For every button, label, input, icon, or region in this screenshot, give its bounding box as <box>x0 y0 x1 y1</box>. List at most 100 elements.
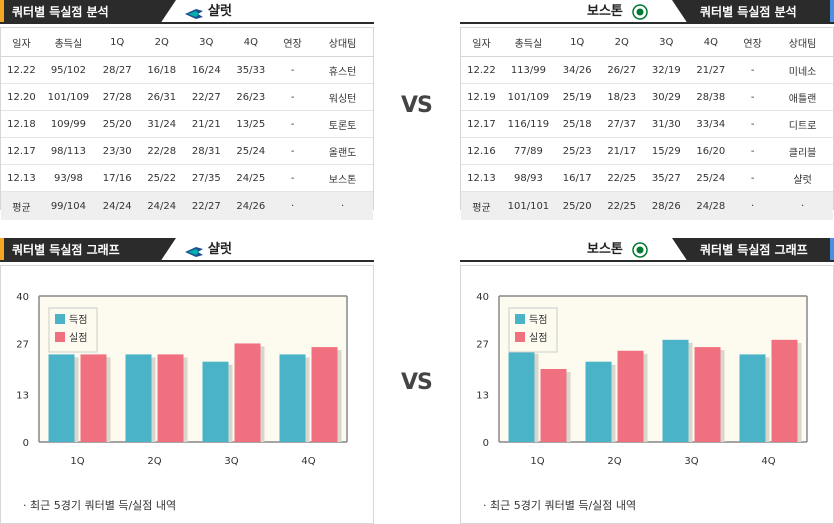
table-cell: 25/24 <box>688 164 734 192</box>
table-avg-cell: · <box>312 191 373 220</box>
table-cell: 27/37 <box>599 110 644 138</box>
left-table-box: 일자 총득실 1Q 2Q 3Q 4Q 연장 상대팀 12.22 95/102 28/27 16/18 1… <box>0 27 374 220</box>
bar-score <box>125 354 152 442</box>
table-cell: 16/20 <box>688 137 734 165</box>
table-cell: 25/24 <box>228 137 274 165</box>
right-graph-accent-bar <box>830 238 834 262</box>
y-tick-label: 27 <box>476 339 489 350</box>
charlotte-logo-icon <box>184 5 204 19</box>
table-cell: 12.17 <box>461 110 502 138</box>
table-cell: 미네소 <box>772 56 833 84</box>
table-cell: - <box>273 137 313 165</box>
table-avg-cell: 평균 <box>1 191 42 220</box>
table-cell: 34/26 <box>554 56 600 84</box>
y-tick-label: 27 <box>16 339 29 350</box>
table-header: 총득실 <box>501 28 555 57</box>
x-tick-label: 2Q <box>607 456 621 467</box>
table-cell: 12.13 <box>461 164 502 192</box>
bar-score <box>508 350 535 442</box>
table-cell: 31/24 <box>139 110 184 138</box>
table-row: 12.18 109/99 25/20 31/24 21/21 13/25- 토론토 <box>1 110 373 138</box>
table-cell: 35/27 <box>644 164 689 192</box>
table-avg-row: 평균 101/101 25/20 22/25 28/26 24/28 · · <box>461 191 833 220</box>
table-cell: 98/113 <box>41 137 95 165</box>
table-cell: 93/98 <box>41 164 95 192</box>
table-cell: 보스톤 <box>312 164 373 192</box>
legend-swatch <box>515 332 525 342</box>
table-cell: 31/30 <box>644 110 689 138</box>
table-header: 1Q <box>554 28 600 57</box>
right-graph-team-name: 보스톤 <box>587 242 623 257</box>
table-cell: 13/25 <box>228 110 274 138</box>
table-cell: 25/20 <box>94 110 140 138</box>
left-analysis-title: 쿼터별 득실점 분석 <box>4 0 160 24</box>
table-header: 상대팀 <box>772 28 833 57</box>
table-cell: 애틀랜 <box>772 83 833 111</box>
table-cell: 12.20 <box>1 83 42 111</box>
x-tick-label: 1Q <box>70 456 84 467</box>
table-cell: 116/119 <box>501 110 555 138</box>
table-header: 3Q <box>184 28 229 57</box>
table-header: 2Q <box>599 28 644 57</box>
table-cell: 22/25 <box>599 164 644 192</box>
table-cell: 25/18 <box>554 110 600 138</box>
right-analysis-panel: 쿼터별 득실점 분석 보스톤 일자 총득실 1Q 2Q 3Q 4Q 연장 상대팀 12.22 11… <box>460 0 834 220</box>
left-graph-title-underline <box>0 260 374 262</box>
bar-score <box>739 354 766 442</box>
table-header: 연장 <box>273 28 313 57</box>
table-cell: 109/99 <box>41 110 95 138</box>
bar-allowed <box>157 354 184 442</box>
table-cell: 32/19 <box>644 56 689 84</box>
legend-swatch <box>515 314 525 324</box>
table-cell: 24/25 <box>228 164 274 192</box>
left-graph-accent-bar <box>0 238 4 262</box>
right-graph-note: · 최근 5경기 쿼터별 득/실점 내역 <box>483 499 637 512</box>
table-avg-cell: 24/28 <box>688 191 734 220</box>
table-cell: 21/17 <box>599 137 644 165</box>
table-avg-cell: · <box>273 191 313 220</box>
table-cell: - <box>733 110 773 138</box>
table-avg-cell: 24/24 <box>139 191 184 220</box>
table-cell: 25/19 <box>554 83 600 111</box>
table-cell: 28/31 <box>184 137 229 165</box>
y-tick-label: 40 <box>476 292 489 303</box>
bar-allowed <box>771 339 798 442</box>
table-header: 연장 <box>733 28 773 57</box>
table-cell: 16/17 <box>554 164 600 192</box>
table-row: 12.16 77/89 25/23 21/17 15/29 16/20- 클리블 <box>461 137 833 165</box>
table-cell: - <box>733 164 773 192</box>
table-avg-row: 평균 99/104 24/24 24/24 22/27 24/26 · · <box>1 191 373 220</box>
table-cell: 26/27 <box>599 56 644 84</box>
table-cell: 워싱턴 <box>312 83 373 111</box>
table-cell: 101/109 <box>501 83 555 111</box>
table-avg-cell: 24/24 <box>94 191 140 220</box>
bar-score <box>279 354 306 442</box>
table-avg-cell: 24/26 <box>228 191 274 220</box>
table-row: 12.13 93/98 17/16 25/22 27/35 24/25- 보스톤 <box>1 164 373 192</box>
table-row: 12.20 101/109 27/28 26/31 22/27 26/23- 워싱턴 <box>1 83 373 111</box>
legend-swatch <box>55 314 65 324</box>
left-title-slant <box>160 0 176 24</box>
left-title-underline <box>0 22 374 24</box>
x-tick-label: 3Q <box>224 456 238 467</box>
table-cell: - <box>273 110 313 138</box>
legend-label: 실점 <box>529 332 547 344</box>
bar-allowed <box>311 347 338 442</box>
y-tick-label: 40 <box>16 292 29 303</box>
table-avg-cell: · <box>772 191 833 220</box>
left-analysis-panel: 쿼터별 득실점 분석 샬럿 일자 총득실 1Q 2Q 3Q 4Q 연장 상대팀 12.22 95/… <box>0 0 374 220</box>
table-cell: 12.22 <box>1 56 42 84</box>
left-team-name: 샬럿 <box>208 4 232 19</box>
table-cell: - <box>733 83 773 111</box>
table-cell: 25/22 <box>139 164 184 192</box>
legend-label: 득점 <box>529 314 547 326</box>
right-quarter-table: 일자 총득실 1Q 2Q 3Q 4Q 연장 상대팀 12.22 113/99 34/26 26/27 3… <box>461 28 833 220</box>
table-cell: - <box>273 83 313 111</box>
table-cell: 디트로 <box>772 110 833 138</box>
table-cell: 35/33 <box>228 56 274 84</box>
right-graph-title: 쿼터별 득실점 그래프 <box>688 238 834 262</box>
bar-allowed <box>540 369 567 442</box>
table-cell: 12.13 <box>1 164 42 192</box>
table-cell: 21/21 <box>184 110 229 138</box>
